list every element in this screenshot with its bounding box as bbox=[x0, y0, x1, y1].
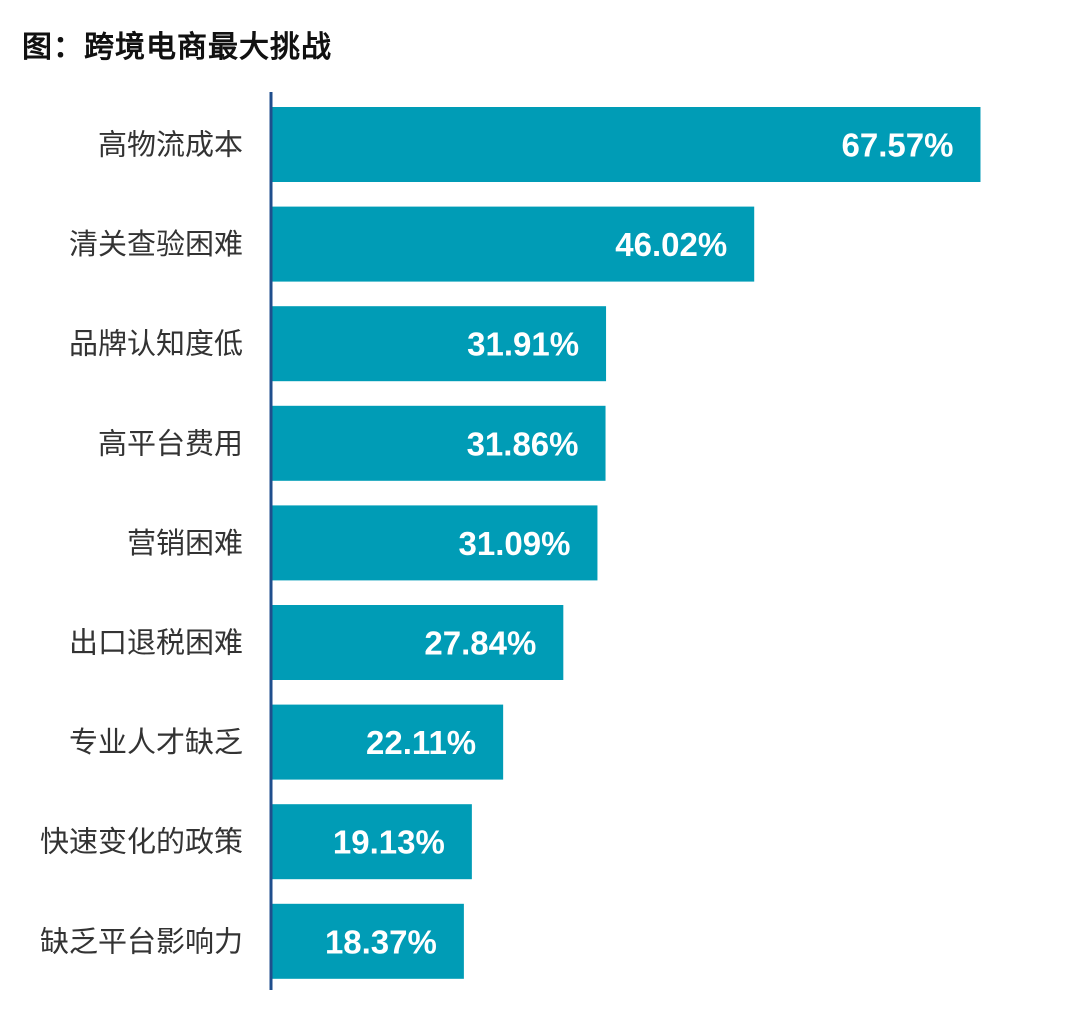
category-label: 出口退税困难 bbox=[69, 626, 243, 660]
category-label: 品牌认知度低 bbox=[69, 327, 243, 361]
value-label: 67.57% bbox=[842, 127, 954, 164]
value-label: 19.13% bbox=[333, 824, 445, 861]
category-label: 缺乏平台影响力 bbox=[40, 924, 243, 958]
value-label: 46.02% bbox=[615, 226, 727, 263]
bar-3 bbox=[271, 405, 606, 481]
bar-5 bbox=[271, 605, 564, 680]
category-label: 营销困难 bbox=[127, 526, 243, 560]
category-labels-layer: 高物流成本清关查验困难品牌认知度低高平台费用营销困难出口退税困难专业人才缺乏快速… bbox=[40, 128, 243, 959]
value-label: 31.91% bbox=[467, 326, 579, 363]
category-label: 快速变化的政策 bbox=[40, 825, 243, 859]
bar-2 bbox=[271, 306, 607, 382]
bar-0 bbox=[271, 107, 981, 182]
value-label: 31.09% bbox=[459, 525, 571, 562]
value-label: 27.84% bbox=[424, 625, 536, 662]
chart-title: 图：跨境电商最大挑战 bbox=[22, 30, 332, 65]
bar-7 bbox=[271, 804, 472, 880]
category-label: 专业人才缺乏 bbox=[69, 725, 243, 759]
bar-6 bbox=[271, 704, 504, 780]
bars-layer bbox=[271, 107, 981, 979]
value-labels-layer: 67.57% 46.02% 31.91% 31.86% 31.09% 27.84% 22.1… bbox=[325, 127, 954, 961]
bar-8 bbox=[271, 903, 464, 979]
category-label: 高物流成本 bbox=[98, 128, 243, 162]
bar-1 bbox=[271, 206, 755, 282]
category-label: 清关查验困难 bbox=[69, 227, 243, 261]
bar-4 bbox=[271, 505, 598, 581]
value-label: 22.11% bbox=[366, 724, 476, 761]
value-label: 18.37% bbox=[325, 923, 437, 960]
category-label: 高平台费用 bbox=[98, 426, 243, 460]
value-label: 31.86% bbox=[467, 425, 579, 462]
